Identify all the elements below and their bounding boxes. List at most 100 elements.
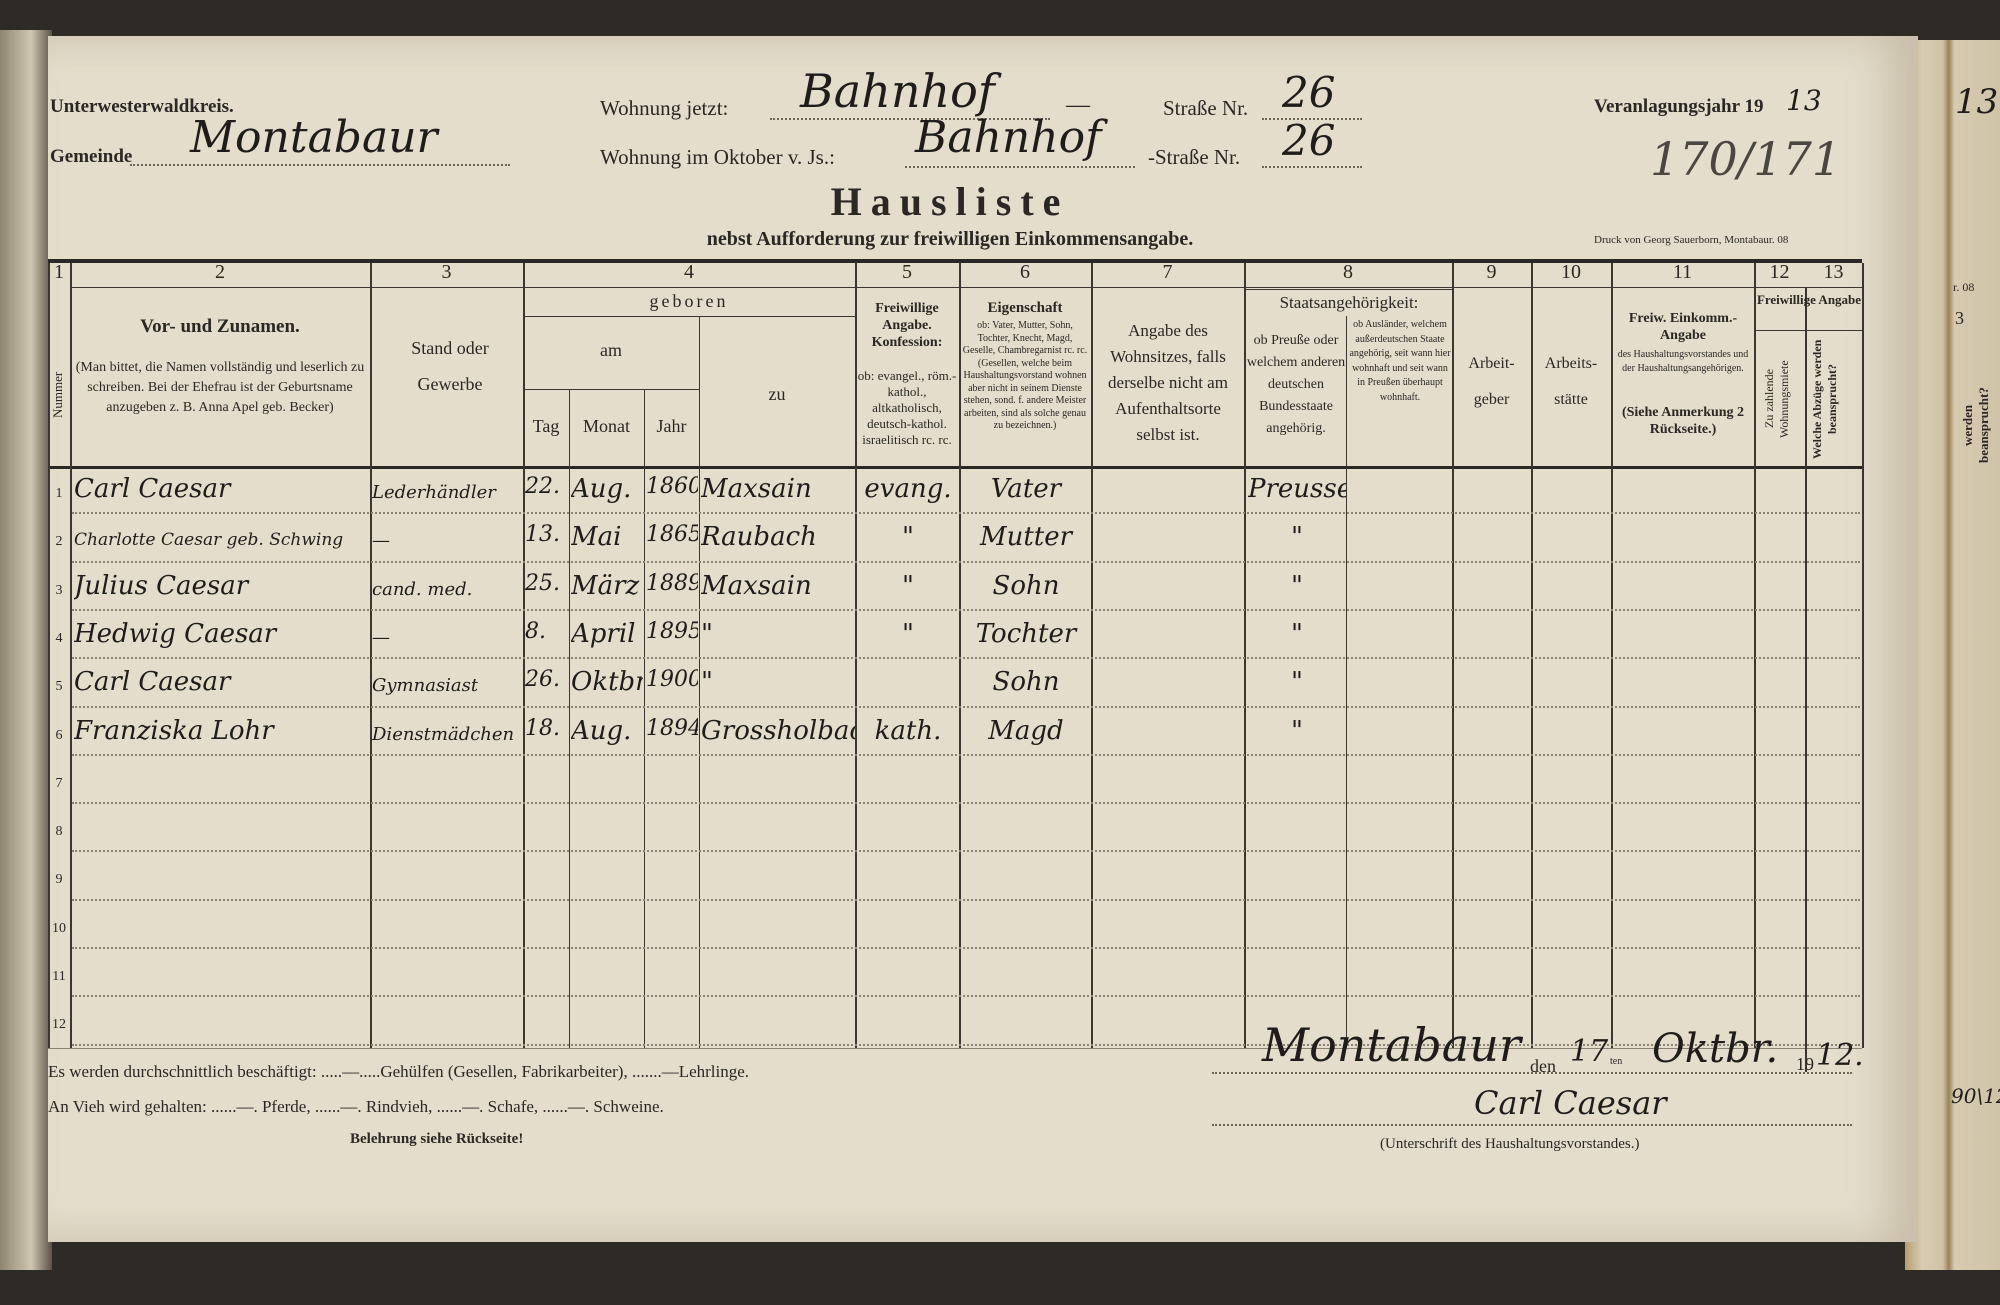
column-divider (1531, 263, 1533, 1048)
header-bottom-rule (48, 466, 1862, 469)
col6-note: ob: Vater, Mutter, Sohn, Tochter, Knecht… (962, 320, 1088, 431)
date-day: 17 (1570, 1034, 1609, 1069)
cell-year: 1900 (646, 667, 698, 693)
col8a-label: ob Preuße oder welchem anderen deutschen… (1246, 333, 1346, 436)
document-page (48, 36, 1918, 1242)
row-number: 6 (55, 727, 63, 743)
subcolumn-divider (699, 316, 700, 1048)
cell-relation: Sohn (992, 667, 1060, 698)
residence-october-value: Bahnhof (915, 112, 1102, 163)
col10-label: Arbeits-stätte (1544, 355, 1598, 408)
col4-zu: zu (768, 384, 786, 404)
column-number: 10 (1561, 261, 1581, 283)
col2-note: (Man bittet, die Namen vollständig und l… (75, 360, 365, 415)
row-number: 4 (55, 630, 63, 646)
column-divider (1611, 263, 1613, 1048)
col5-note: ob: evangel., röm.-kathol., altkatholisc… (857, 368, 957, 447)
col2-title: Vor- und Zunamen. (140, 316, 300, 337)
row-dotted-rule (72, 657, 1860, 660)
cell-name: Hedwig Caesar (74, 618, 277, 649)
row-number: 11 (52, 969, 66, 984)
col11-title: Freiw. Einkomm.-Angabe (1628, 311, 1738, 343)
date-year-prefix: 19 (1796, 1054, 1814, 1074)
row-number: 5 (55, 679, 63, 695)
cell-day: 18. (525, 715, 560, 741)
cell-citizenship: " (1291, 618, 1303, 649)
cell-name: Carl Caesar (74, 667, 231, 698)
municipality-field: Montabaur (130, 112, 510, 166)
residence-now-field: Bahnhof (770, 64, 1050, 120)
date-ten: ten (1610, 1056, 1623, 1067)
cell-month: Oktbr. (571, 667, 643, 698)
row-dotted-rule (72, 560, 1860, 563)
cell-occupation: — (372, 626, 390, 648)
row-number: 1 (55, 486, 63, 501)
livestock-line: An Vieh wird gehalten: ......—. Pferde, … (48, 1097, 664, 1116)
cell-citizenship: Preusse (1248, 474, 1346, 504)
cell-citizenship: " (1291, 570, 1303, 601)
column-number: 4 (684, 261, 694, 283)
signature-place: Montabaur (1262, 1018, 1521, 1072)
date-year: 12. (1816, 1038, 1864, 1073)
cell-place: " (701, 618, 713, 649)
cell-month: März (571, 570, 640, 601)
column-divider (1091, 263, 1093, 1048)
col12-label: Zu zahlende Wohnungsmiete (1762, 360, 1791, 438)
cell-place: Grossholbach (701, 715, 855, 746)
cell-relation: Magd (988, 715, 1064, 746)
cell-day: 26. (525, 667, 560, 693)
previous-page-edge (0, 30, 52, 1270)
cell-day: 13. (525, 522, 560, 548)
col13-label: Welche Abzüge werden beansprucht? (1810, 339, 1839, 459)
residence-october-label: Wohnung im Oktober v. Js.: (600, 145, 835, 169)
col5-title: Freiwillige Angabe. Konfession: (871, 301, 943, 350)
row-number: 12 (52, 1017, 66, 1033)
cell-year: 1889 (646, 570, 698, 596)
signature-label: (Unterschrift des Haushaltungsvorstandes… (1380, 1136, 1640, 1152)
column-number: 5 (902, 261, 912, 283)
printer-credit: Druck von Georg Sauerborn, Montabaur. 08 (1594, 234, 1789, 246)
row-dotted-rule (72, 753, 1860, 756)
col12-13-rule (1754, 330, 1862, 331)
col4-am: am (600, 340, 622, 360)
cell-day: 25. (525, 570, 560, 596)
table-bottom-rule (48, 1048, 1862, 1049)
row-number: 2 (55, 534, 63, 550)
next-page-printer: r. 08 (1953, 280, 1975, 294)
street-no-1: 26 (1282, 68, 1336, 117)
street-no-2: 26 (1282, 116, 1336, 165)
cell-name: Charlotte Caesar geb. Schwing (74, 530, 344, 551)
column-divider (523, 263, 525, 1048)
employed-line: Es werden durchschnittlich beschäftigt: … (48, 1062, 750, 1081)
municipality-label: Gemeinde (50, 146, 133, 167)
row-number: 9 (55, 872, 63, 888)
place-date-line: Montabaur den 17 ten Oktbr. 19 12. (1212, 1018, 1864, 1076)
cell-place: " (701, 667, 713, 698)
subcolumn-divider (1346, 316, 1347, 1048)
row-dotted-rule (72, 898, 1860, 901)
column-number: 2 (215, 261, 225, 283)
col7-label: Angabe des Wohnsitzes, falls derselbe ni… (1108, 321, 1228, 444)
cell-year: 1895 (646, 618, 698, 644)
col8b-label: ob Ausländer, welchem außerdeutschen Sta… (1349, 319, 1451, 403)
cell-occupation: Lederhändler (372, 482, 496, 503)
residence-now-dash: — (1066, 92, 1090, 118)
col8-rule (1244, 289, 1452, 290)
column-number: 9 (1486, 261, 1497, 283)
col6-title: Eigenschaft (987, 300, 1063, 316)
col4-jahr: Jahr (656, 416, 687, 436)
row-dotted-rule (72, 995, 1860, 998)
cell-month: April (571, 618, 636, 649)
column-number: 7 (1162, 261, 1173, 283)
col3-label: Stand oder Gewerbe (411, 338, 489, 394)
signature: Carl Caesar (1474, 1084, 1667, 1122)
row-dotted-rule (72, 608, 1860, 611)
subcolumn-divider (569, 389, 570, 1048)
column-divider (370, 263, 372, 1048)
cell-citizenship: " (1291, 667, 1303, 698)
cell-relation: Tochter (975, 618, 1077, 649)
document-title: Hausliste (830, 179, 1070, 224)
column-divider (1862, 263, 1864, 1048)
row-number: 10 (52, 920, 66, 936)
cell-year: 1894 (646, 715, 698, 741)
